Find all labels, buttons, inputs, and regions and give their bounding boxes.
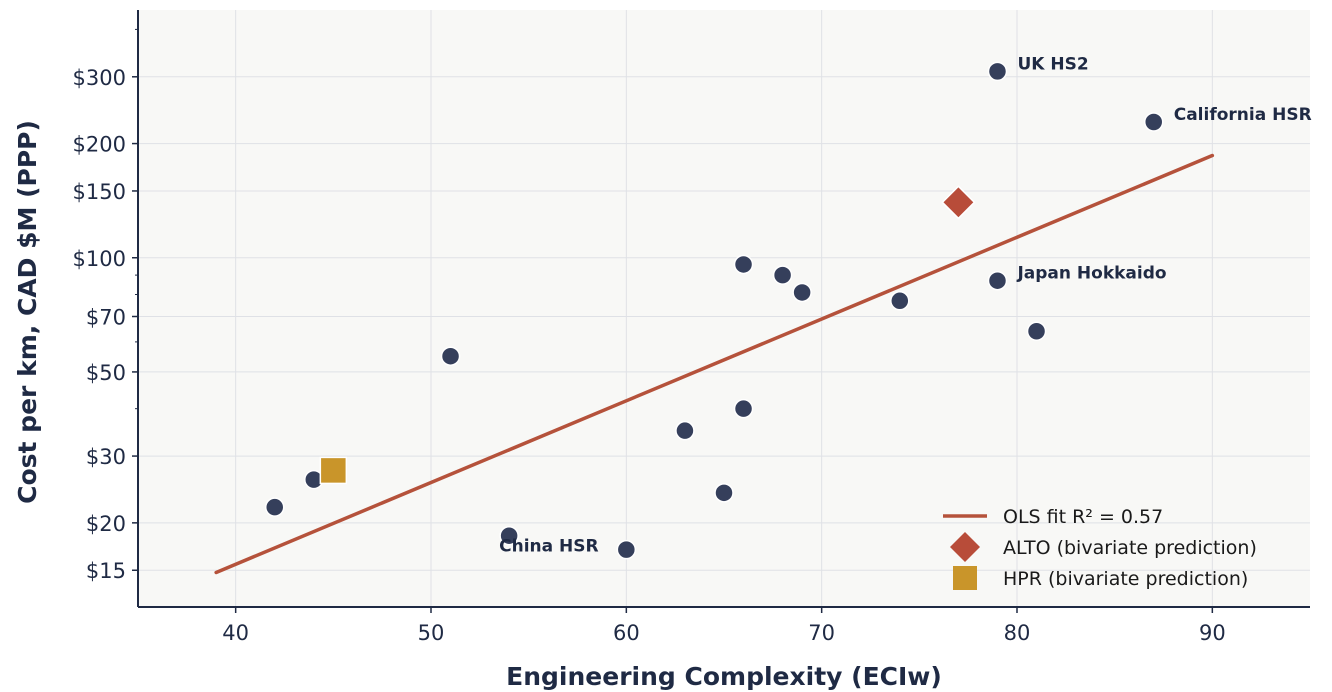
y-tick-label: $70 xyxy=(86,306,126,330)
legend-alto-label: ALTO (bivariate prediction) xyxy=(1003,537,1257,559)
data-point xyxy=(616,539,637,560)
x-tick-label: 90 xyxy=(1199,621,1226,645)
y-tick-label: $150 xyxy=(73,180,126,204)
fit-line-layer xyxy=(214,153,1215,575)
data-point xyxy=(675,420,695,441)
ols-fit-line xyxy=(214,153,1215,575)
data-point xyxy=(733,398,754,419)
y-tick-label: $200 xyxy=(73,133,126,157)
data-point xyxy=(733,254,754,275)
x-tick-label: 40 xyxy=(222,621,249,645)
alto-prediction-marker xyxy=(941,185,976,220)
y-tick-label: $20 xyxy=(86,512,126,536)
axes xyxy=(137,10,1310,608)
ticks: 40 50 60 70 80 90 $15 $20 $30 $50 $70 $100 $150 $200 $… xyxy=(73,28,1226,645)
data-point xyxy=(1026,321,1047,342)
data-point xyxy=(890,291,910,311)
data-point xyxy=(499,525,519,546)
point-label: California HSR xyxy=(1174,105,1312,125)
data-point xyxy=(714,483,734,503)
points-layer: China HSR Japan Hokkaido UK HS2 California … xyxy=(264,54,1312,560)
data-point xyxy=(440,346,461,366)
point-label: UK HS2 xyxy=(1017,54,1088,74)
legend-hpr-swatch xyxy=(953,566,977,590)
data-point xyxy=(792,282,812,303)
y-tick-label: $50 xyxy=(86,361,126,385)
legend-alto-swatch xyxy=(950,532,980,562)
x-axis-title: Engineering Complexity (ECIw) xyxy=(506,662,942,691)
legend: OLS fit R² = 0.57 ALTO (bivariate predict… xyxy=(943,506,1257,590)
x-tick-label: 70 xyxy=(808,621,835,645)
y-axis-title: Cost per km, CAD $M (PPP) xyxy=(13,120,42,504)
data-point xyxy=(987,270,1008,291)
y-tick-label: $300 xyxy=(73,66,126,90)
data-point xyxy=(772,265,793,285)
point-label: China HSR xyxy=(499,537,598,557)
y-tick-label: $15 xyxy=(86,559,126,583)
plot-background xyxy=(138,10,1310,607)
point-label: Japan Hokkaido xyxy=(1016,264,1166,284)
data-point xyxy=(264,497,285,517)
x-tick-label: 80 xyxy=(1004,621,1031,645)
data-point xyxy=(987,61,1008,82)
x-tick-label: 60 xyxy=(613,621,640,645)
legend-fit-label: OLS fit R² = 0.57 xyxy=(1003,506,1163,528)
data-point xyxy=(1143,112,1164,132)
hpr-prediction-marker xyxy=(319,456,348,485)
legend-hpr-label: HPR (bivariate prediction) xyxy=(1003,568,1248,590)
x-tick-label: 50 xyxy=(418,621,445,645)
y-tick-label: $30 xyxy=(86,445,126,469)
y-tick-label: $100 xyxy=(73,247,126,271)
